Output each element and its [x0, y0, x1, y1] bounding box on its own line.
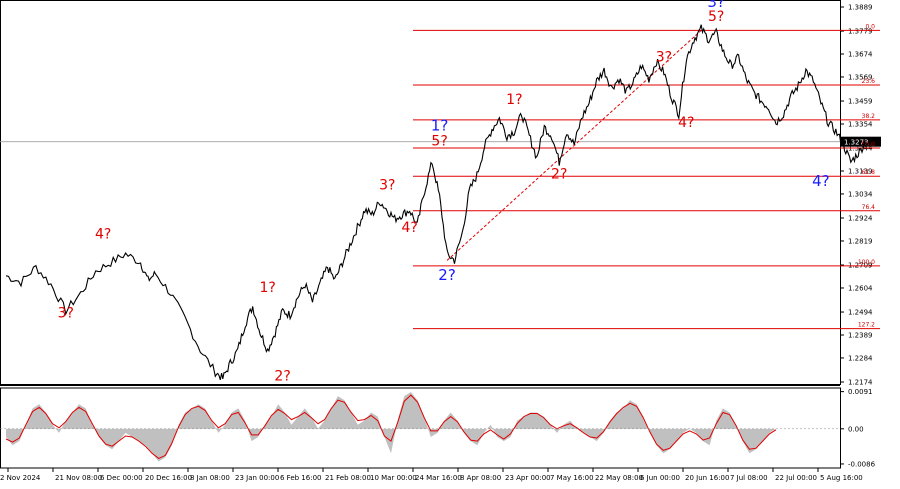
price-series [5, 24, 874, 381]
sub-frame [0, 387, 841, 469]
sub-y-tick-label: -0.0086 [848, 460, 876, 468]
x-tick-label: 6 Feb 16:00 [280, 474, 321, 482]
oscillator-signal-line [5, 394, 777, 459]
y-tick-label: 1.2174 [848, 379, 873, 387]
wave-label: 3? [707, 0, 725, 11]
fib-level-label: 0.0 [865, 23, 875, 30]
current-price-box [841, 136, 881, 147]
y-tick-label: 1.3354 [848, 120, 873, 128]
y-tick-label: 1.3139 [848, 167, 873, 175]
wave-label: 1? [506, 92, 522, 108]
fib-level-label: 38.2 [862, 113, 876, 120]
x-tick-label: 21 Feb 08:00 [325, 474, 371, 482]
wave-label: 3? [379, 177, 395, 193]
y-tick-label: 1.2284 [848, 354, 873, 362]
y-tick-label: 1.3779 [848, 28, 873, 36]
wave-label: 1? [259, 280, 275, 296]
x-tick-label: 8 Apr 08:00 [460, 474, 501, 482]
y-tick-label: 1.2494 [848, 309, 873, 317]
oscillator-histogram [6, 392, 776, 462]
main-frame [0, 0, 841, 385]
y-tick-label: 1.3569 [848, 73, 873, 81]
y-tick-label: 1.2819 [848, 237, 873, 245]
y-tick-label: 1.2604 [848, 284, 873, 292]
wave-label: 5? [431, 134, 447, 150]
x-tick-label: 24 Mar 16:00 [415, 474, 462, 482]
wave-label: 1? [431, 116, 449, 134]
x-tick-label: 23 Apr 00:00 [505, 474, 551, 482]
wave-label: 4? [402, 220, 418, 236]
y-tick-label: 1.3034 [848, 190, 873, 198]
fib-level-label: 127.2 [858, 322, 875, 329]
trendline [446, 30, 702, 261]
fib-level-label: 61.8 [862, 169, 876, 176]
fib-level-label: 23.6 [862, 78, 876, 85]
wave-label: 2? [551, 166, 567, 182]
x-tick-label: 20 Jun 16:00 [685, 474, 729, 482]
sub-y-tick-label: 0.0091 [848, 388, 873, 396]
y-tick-label: 1.2389 [848, 331, 873, 339]
x-tick-label: 10 Mar 00:00 [370, 474, 417, 482]
wave-label: 4? [812, 172, 830, 190]
x-tick-label: 7 Jul 08:00 [730, 474, 768, 482]
x-tick-label: 8 Jan 08:00 [190, 474, 230, 482]
wave-label: 2? [438, 266, 456, 284]
x-tick-label: 22 Jul 00:00 [775, 474, 817, 482]
x-tick-label: 23 Jan 00:00 [235, 474, 279, 482]
y-tick-label: 1.3889 [848, 4, 873, 12]
y-tick-label: 1.2924 [848, 215, 873, 223]
x-tick-label: 21 Nov 08:00 [55, 474, 102, 482]
wave-label: 3? [656, 49, 672, 65]
current-price-label: 1.3273 [844, 139, 869, 147]
x-tick-label: 7 May 16:00 [550, 474, 594, 482]
wave-label: 4? [678, 115, 694, 131]
x-tick-label: 22 May 08:00 [595, 474, 643, 482]
wave-label: 4? [95, 227, 111, 243]
fib-level-label: 76.4 [862, 204, 876, 211]
y-tick-label: 1.3674 [848, 51, 873, 59]
fib-level-label: 50.0 [862, 141, 876, 148]
y-tick-label: 1.3459 [848, 98, 873, 106]
x-tick-label: 6 Jun 00:00 [640, 474, 680, 482]
wave-label: 5? [708, 9, 724, 25]
wave-label: 2? [274, 369, 290, 385]
x-tick-label: 2 Nov 2024 [0, 474, 41, 482]
wave-label: 3? [58, 305, 74, 321]
x-tick-label: 5 Aug 16:00 [820, 474, 863, 482]
sub-y-tick-label: 0.00 [848, 425, 864, 433]
x-tick-label: 20 Dec 16:00 [145, 474, 192, 482]
fib-level-label: 100.0 [858, 259, 875, 266]
x-tick-label: 6 Dec 00:00 [100, 474, 143, 482]
